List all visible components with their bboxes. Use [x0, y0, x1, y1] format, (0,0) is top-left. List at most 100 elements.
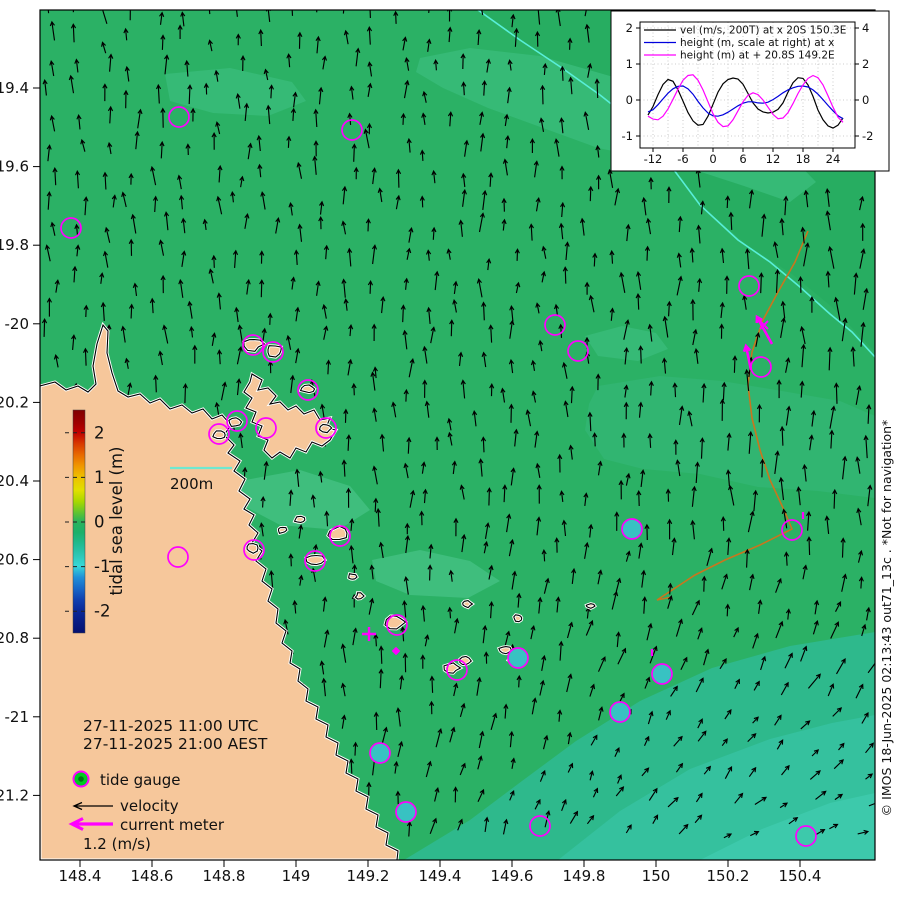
- velocity-arrow: [369, 564, 375, 580]
- velocity-arrow: [689, 247, 695, 263]
- velocity-arrow: [404, 57, 410, 71]
- velocity-arrow: [208, 10, 211, 15]
- velocity-arrow: [540, 270, 546, 283]
- velocity-arrow: [46, 144, 52, 162]
- inset-legend: vel (m/s, 200T) at x 20S 150.3E height (…: [644, 25, 846, 62]
- velocity-arrow: [378, 541, 384, 559]
- velocity-arrow: [501, 197, 507, 212]
- velocity-arrow: [677, 215, 683, 233]
- velocity-arrow: [365, 218, 371, 232]
- velocity-arrow: [293, 249, 299, 265]
- velocity-arrow: [807, 673, 821, 689]
- island-outline: [228, 417, 243, 427]
- velocity-arrow: [678, 405, 685, 425]
- velocity-arrow: [504, 630, 511, 647]
- station-x-marker: [759, 320, 769, 330]
- velocity-arrow: [535, 302, 541, 314]
- velocity-arrow: [586, 814, 595, 825]
- velocity-arrow: [319, 660, 325, 675]
- velocity-arrow: [721, 381, 727, 401]
- velocity-arrow: [454, 617, 460, 634]
- velocity-arrow: [341, 220, 347, 235]
- inset-right-tick-label: 0: [862, 93, 869, 107]
- velocity-arrow: [694, 814, 703, 824]
- velocity-arrow: [403, 388, 409, 402]
- velocity-arrow: [289, 374, 295, 394]
- velocity-arrow: [640, 469, 646, 487]
- velocity-arrow: [690, 298, 696, 321]
- velocity-arrow: [810, 409, 817, 427]
- velocity-arrow: [744, 247, 751, 270]
- velocity-arrow: [623, 384, 629, 398]
- velocity-arrow: [833, 296, 841, 321]
- velocity-arrow: [259, 279, 265, 298]
- velocity-arrow: [256, 134, 262, 152]
- velocity-arrow: [583, 492, 589, 506]
- velocity-arrow: [568, 444, 574, 460]
- velocity-arrow: [452, 786, 459, 803]
- velocity-arrow: [267, 312, 273, 325]
- velocity-arrow: [377, 187, 383, 203]
- island-large-outline: [243, 373, 337, 459]
- velocity-arrow: [701, 575, 707, 592]
- shallow-dapple-1: [240, 470, 370, 530]
- velocity-arrow: [202, 218, 208, 230]
- velocity-arrow: [370, 371, 376, 391]
- velocity-arrow: [404, 522, 410, 535]
- velocity-arrow: [514, 248, 520, 261]
- velocity-arrow: [857, 549, 864, 563]
- velocity-arrow: [477, 788, 485, 802]
- velocity-arrow: [488, 172, 494, 187]
- velocity-arrow: [781, 508, 788, 529]
- velocity-arrow: [422, 379, 428, 398]
- velocity-arrow: [130, 213, 137, 234]
- velocity-arrow: [645, 217, 652, 235]
- velocity-arrow: [490, 712, 498, 731]
- y-axis-tick-label: -20.8: [0, 629, 29, 647]
- velocity-arrow: [403, 576, 409, 595]
- velocity-arrow: [662, 315, 669, 338]
- velocity-arrow: [503, 703, 509, 719]
- velocity-arrow: [434, 436, 440, 451]
- velocity-arrow: [275, 216, 281, 234]
- tide-gauge-legend-dot: [78, 776, 84, 782]
- velocity-arrow: [510, 13, 516, 28]
- velocity-arrow: [49, 59, 55, 77]
- velocity-arrow: [434, 787, 440, 802]
- velocity-arrow: [481, 301, 487, 321]
- velocity-arrow: [510, 467, 516, 486]
- tide-gauge-marker: [304, 550, 326, 572]
- velocity-arrow: [597, 569, 603, 585]
- velocity-arrow: [323, 629, 330, 648]
- velocity-arrow: [481, 351, 487, 368]
- velocity-arrow: [825, 210, 831, 231]
- x-axis-tick-label: 150: [642, 867, 671, 885]
- scale-bar-label: 200m: [170, 475, 213, 493]
- velocity-arrow: [584, 541, 590, 559]
- tide-gauge-marker: [60, 217, 82, 239]
- velocity-arrow: [862, 287, 869, 310]
- velocity-arrow: [815, 790, 827, 800]
- velocity-arrow: [447, 431, 453, 446]
- velocity-arrow: [478, 212, 485, 233]
- velocity-arrow: [343, 408, 349, 423]
- velocity-arrow: [841, 317, 848, 342]
- velocity-arrow: [621, 432, 627, 448]
- velocity-arrow: [559, 165, 565, 180]
- tide-gauge-marker: [168, 106, 190, 128]
- velocity-arrow: [347, 112, 353, 125]
- velocity-arrow: [825, 187, 831, 207]
- velocity-arrow: [378, 668, 384, 689]
- velocity-arrow: [595, 373, 601, 391]
- velocity-arrow: [177, 174, 183, 190]
- velocity-arrow: [744, 368, 750, 392]
- velocity-arrow: [647, 432, 653, 448]
- velocity-arrow: [295, 347, 301, 364]
- velocity-arrow: [721, 738, 728, 747]
- velocity-arrow: [459, 484, 465, 500]
- colorbar-title: tidal sea level (m): [107, 447, 126, 596]
- velocity-arrow: [472, 409, 478, 427]
- velocity-arrow: [595, 144, 601, 158]
- velocity-arrow: [215, 121, 221, 135]
- island-outline: [277, 526, 288, 534]
